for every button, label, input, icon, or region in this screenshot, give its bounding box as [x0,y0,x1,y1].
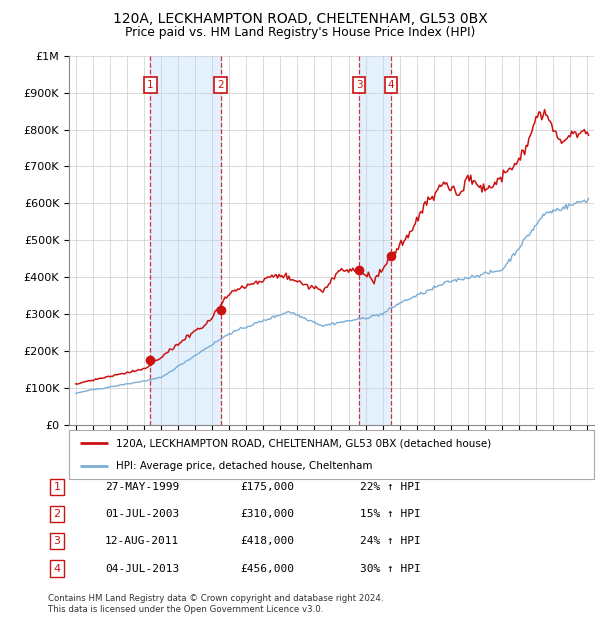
Bar [151,56,221,425]
Text: 3: 3 [53,536,61,546]
Text: £418,000: £418,000 [240,536,294,546]
Text: 1: 1 [147,81,154,91]
Text: Price paid vs. HM Land Registry's House Price Index (HPI): Price paid vs. HM Land Registry's House … [125,26,475,39]
Text: 12-AUG-2011: 12-AUG-2011 [105,536,179,546]
Text: 3: 3 [356,81,362,91]
Text: £456,000: £456,000 [240,564,294,574]
Text: 2: 2 [53,509,61,519]
Text: 120A, LECKHAMPTON ROAD, CHELTENHAM, GL53 0BX: 120A, LECKHAMPTON ROAD, CHELTENHAM, GL53… [113,12,487,27]
Text: 01-JUL-2003: 01-JUL-2003 [105,509,179,519]
Text: 30% ↑ HPI: 30% ↑ HPI [360,564,421,574]
Text: 120A, LECKHAMPTON ROAD, CHELTENHAM, GL53 0BX (detached house): 120A, LECKHAMPTON ROAD, CHELTENHAM, GL53… [116,438,491,448]
Text: 24% ↑ HPI: 24% ↑ HPI [360,536,421,546]
Text: 27-MAY-1999: 27-MAY-1999 [105,482,179,492]
Bar [359,56,391,425]
Text: 22% ↑ HPI: 22% ↑ HPI [360,482,421,492]
Text: Contains HM Land Registry data © Crown copyright and database right 2024.: Contains HM Land Registry data © Crown c… [48,593,383,603]
Text: 15% ↑ HPI: 15% ↑ HPI [360,509,421,519]
Text: 04-JUL-2013: 04-JUL-2013 [105,564,179,574]
Text: 4: 4 [53,564,61,574]
Text: £175,000: £175,000 [240,482,294,492]
Text: 4: 4 [388,81,394,91]
Text: 2: 2 [217,81,224,91]
Text: £310,000: £310,000 [240,509,294,519]
Text: 1: 1 [53,482,61,492]
Text: HPI: Average price, detached house, Cheltenham: HPI: Average price, detached house, Chel… [116,461,373,471]
Text: This data is licensed under the Open Government Licence v3.0.: This data is licensed under the Open Gov… [48,604,323,614]
